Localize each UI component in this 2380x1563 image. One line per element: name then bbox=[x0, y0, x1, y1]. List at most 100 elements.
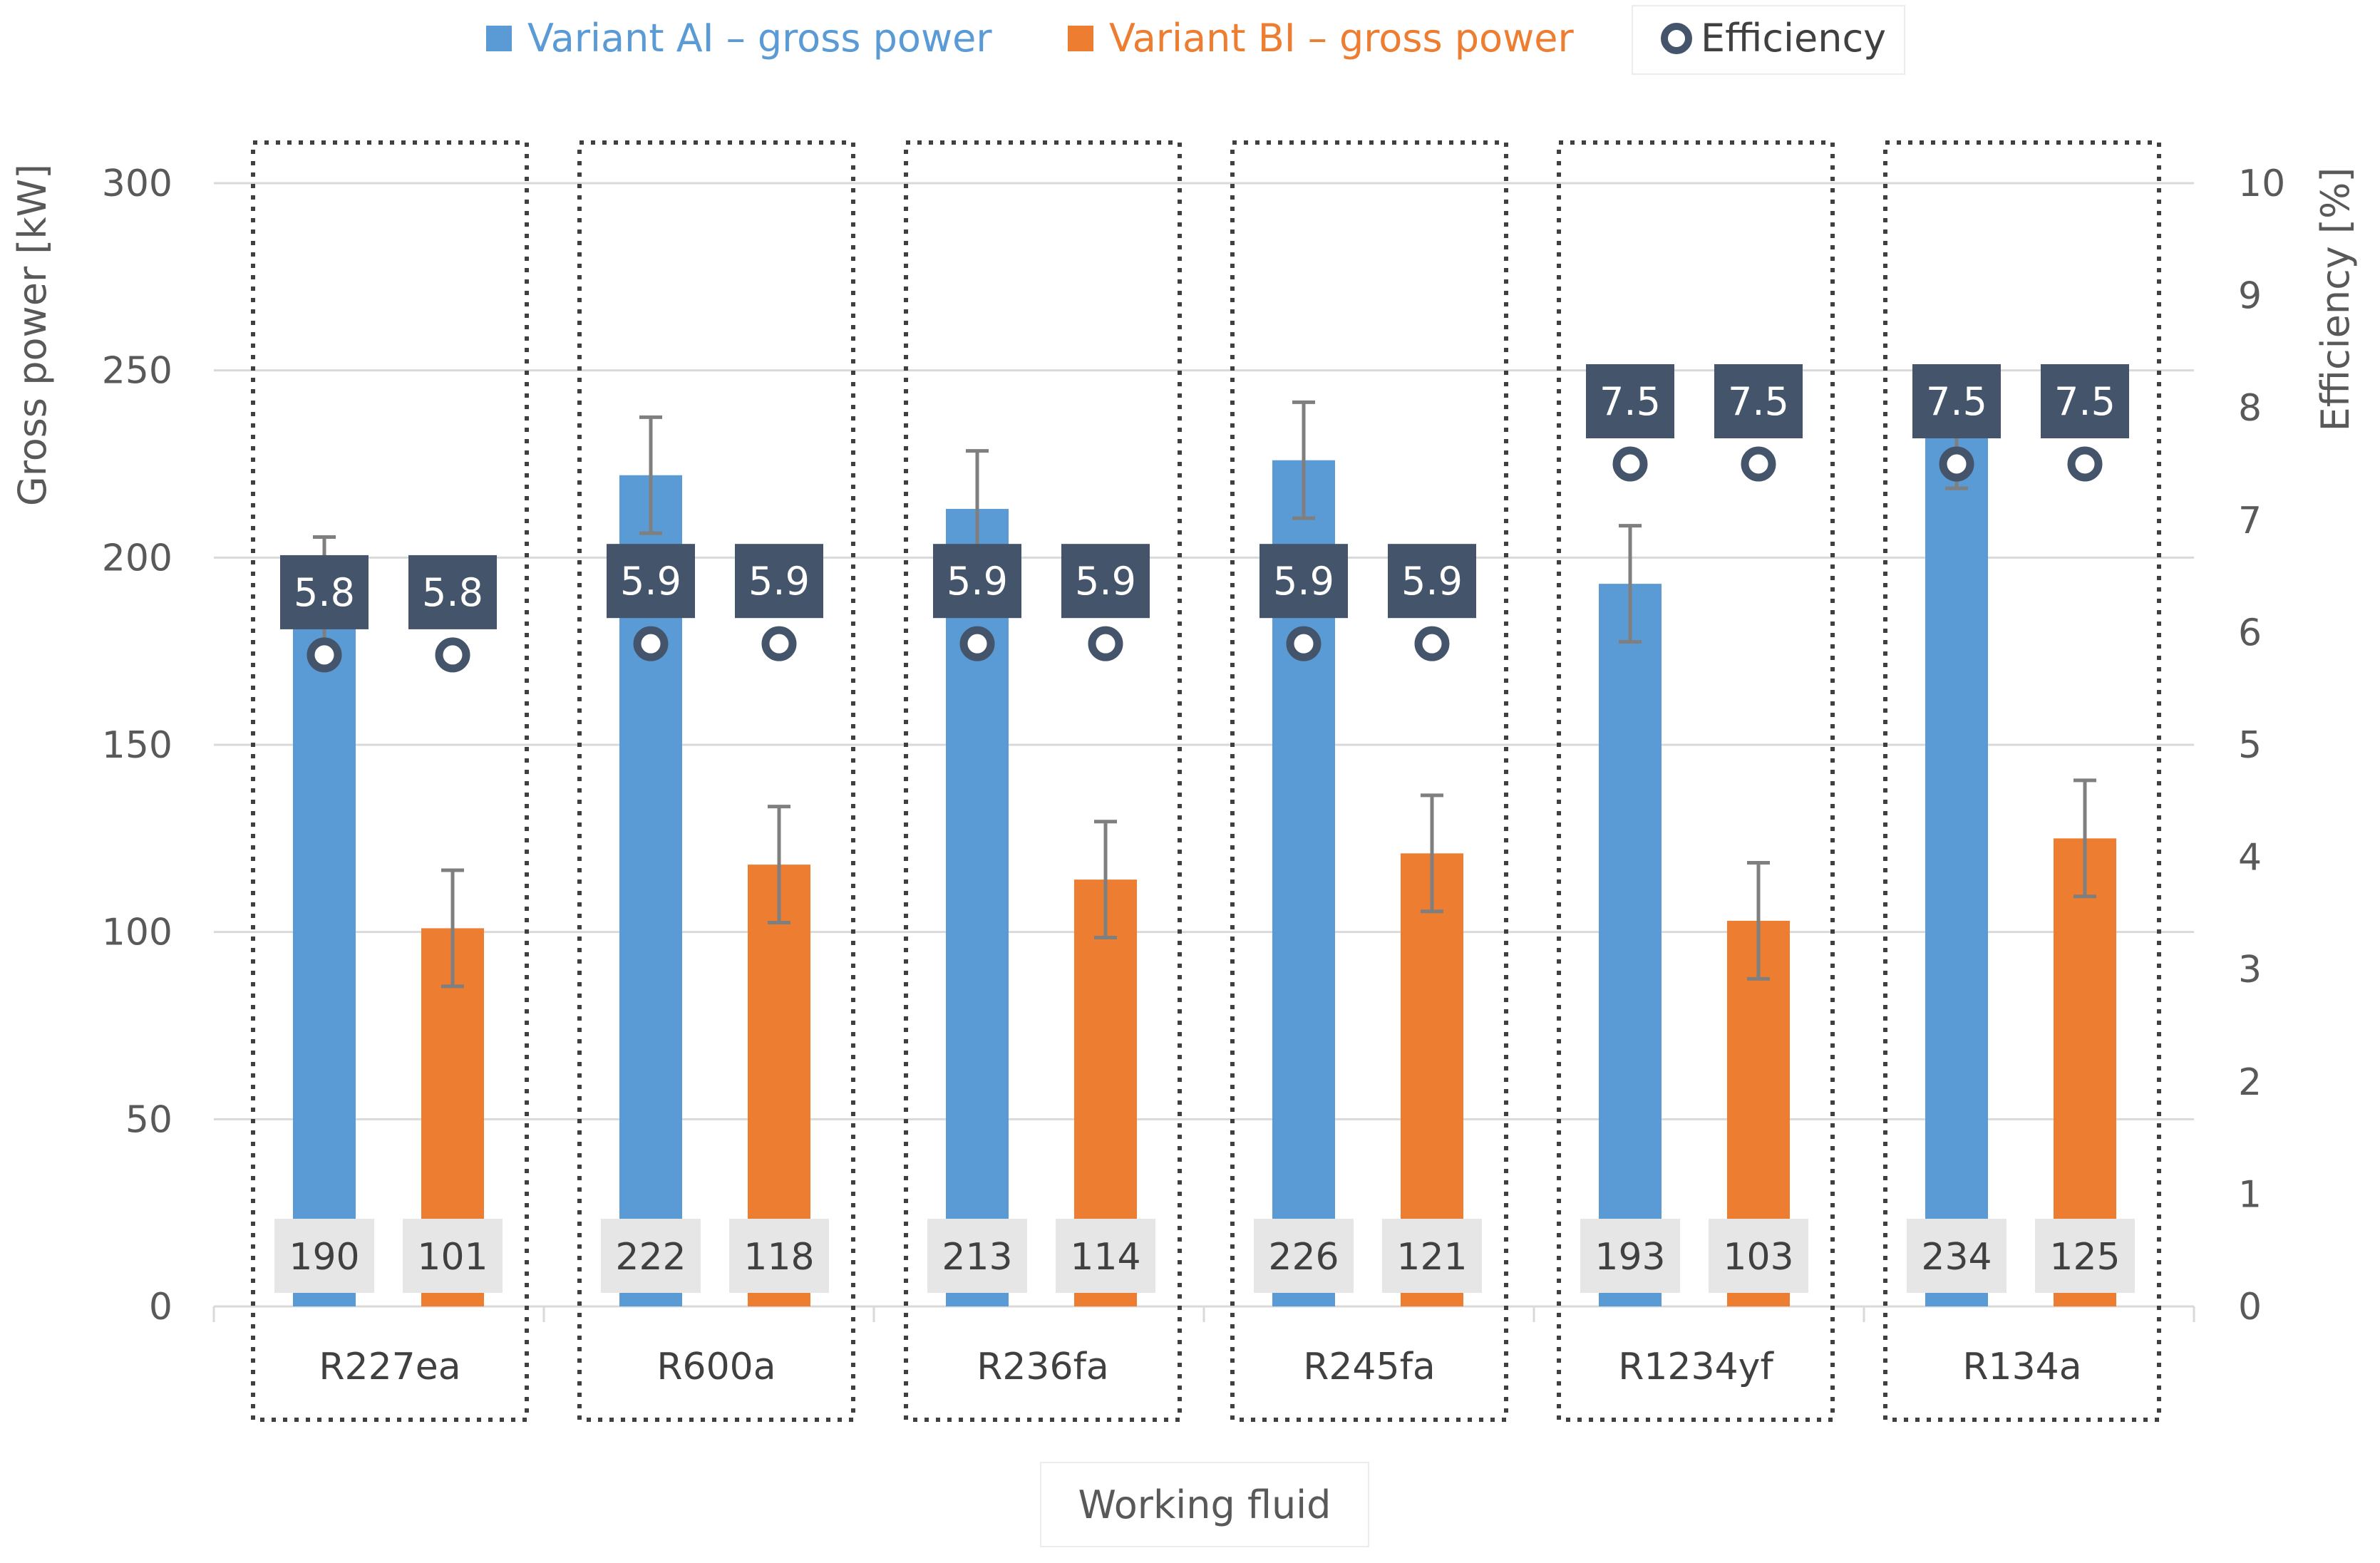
y2-tick-label: 1 bbox=[2238, 1173, 2262, 1216]
group-frame-r134a bbox=[1883, 140, 2161, 1422]
category-groups: R227ea R600a R236fa R245fa R1234yf R134a bbox=[251, 140, 2161, 1422]
error-bar-a-r1234yf bbox=[1619, 524, 1642, 644]
value-label-b-r134a: 125 bbox=[2049, 1236, 2120, 1279]
y2-tick-label: 9 bbox=[2238, 275, 2262, 318]
gridlines bbox=[212, 182, 2195, 1322]
group-frame-r245fa bbox=[1230, 140, 1508, 1422]
value-label-box-b-r236fa bbox=[1056, 1219, 1155, 1293]
y-tick-label: 250 bbox=[102, 350, 172, 393]
legend-label-variant-a: Variant AI – gross power bbox=[527, 16, 992, 61]
y2-axis-title: Efficiency [%] bbox=[2313, 167, 2358, 432]
value-label-box-a-r227ea bbox=[274, 1219, 374, 1293]
efficiency-marker-b-r600a bbox=[761, 626, 797, 661]
efficiency-label-b-r134a: 7.5 bbox=[2054, 379, 2116, 424]
category-label-r245fa: R245fa bbox=[1303, 1346, 1436, 1388]
legend-swatch-variant-a bbox=[486, 26, 512, 51]
efficiency-label-box-b-r134a bbox=[2041, 364, 2129, 438]
value-label-b-r600a: 118 bbox=[743, 1236, 814, 1279]
y2-tick-label: 10 bbox=[2238, 163, 2285, 205]
error-bar-b-r245fa bbox=[1421, 793, 1443, 914]
value-label-box-a-r1234yf bbox=[1580, 1219, 1680, 1293]
value-labels: 190 101 222 118 213 114 226 121 193 103 234 125 bbox=[274, 1219, 2135, 1293]
efficiency-marker-a-r245fa bbox=[1286, 626, 1322, 661]
y-tick-label: 150 bbox=[102, 724, 172, 767]
efficiency-marker-b-r134a bbox=[2067, 446, 2103, 482]
value-label-b-r227ea: 101 bbox=[417, 1236, 488, 1279]
y2-tick-label: 4 bbox=[2238, 837, 2262, 879]
legend-swatch-variant-b bbox=[1068, 26, 1093, 51]
value-label-b-r245fa: 121 bbox=[1396, 1236, 1467, 1279]
value-label-box-b-r1234yf bbox=[1709, 1219, 1808, 1293]
category-label-r227ea: R227ea bbox=[319, 1346, 460, 1388]
value-label-b-r1234yf: 103 bbox=[1723, 1236, 1793, 1279]
efficiency-label-box-a-r600a bbox=[607, 544, 695, 619]
efficiency-label-box-a-r1234yf bbox=[1586, 364, 1674, 438]
efficiency-label-box-b-r236fa bbox=[1061, 544, 1150, 619]
bar-a-r227ea bbox=[293, 594, 356, 1306]
value-label-box-b-r134a bbox=[2035, 1219, 2135, 1293]
legend: Variant AI – gross power Variant BI – gr… bbox=[486, 5, 1905, 75]
efficiency-marker-a-r1234yf bbox=[1612, 446, 1648, 482]
bars bbox=[293, 430, 2116, 1307]
efficiency-marker-a-r600a bbox=[633, 626, 669, 661]
y2-axis-ticks: 0 1 2 3 4 5 6 7 8 9 10 bbox=[2238, 163, 2285, 1329]
group-frame-r236fa bbox=[904, 140, 1182, 1422]
value-label-box-a-r134a bbox=[1907, 1219, 2006, 1293]
category-label-r1234yf: R1234yf bbox=[1618, 1346, 1774, 1388]
efficiency-label-a-r245fa: 5.9 bbox=[1273, 559, 1334, 604]
efficiency-label-a-r227ea: 5.8 bbox=[294, 570, 355, 615]
efficiency-label-a-r236fa: 5.9 bbox=[947, 559, 1008, 604]
value-label-box-a-r245fa bbox=[1254, 1219, 1354, 1293]
error-bar-b-r236fa bbox=[1094, 820, 1117, 940]
efficiency-marker-b-r245fa bbox=[1414, 626, 1450, 661]
efficiency-label-a-r1234yf: 7.5 bbox=[1599, 379, 1661, 424]
category-label-r600a: R600a bbox=[656, 1346, 776, 1388]
y2-tick-label: 2 bbox=[2238, 1061, 2262, 1104]
value-label-box-b-r600a bbox=[729, 1219, 829, 1293]
group-frame-r227ea bbox=[251, 140, 529, 1422]
efficiency-marker-b-r227ea bbox=[435, 637, 470, 673]
error-bar-a-r600a bbox=[639, 415, 662, 535]
legend-efficiency-box bbox=[1632, 5, 1905, 75]
efficiency-label-box-a-r236fa bbox=[933, 544, 1021, 619]
efficiency-markers: 5.8 5.8 5.9 5.9 5.9 5.9 5.9 5.9 7.5 7.5 7.5 7.5 bbox=[280, 364, 2129, 673]
error-bar-a-r245fa bbox=[1292, 400, 1315, 520]
bar-a-r1234yf bbox=[1599, 584, 1662, 1306]
y2-tick-label: 6 bbox=[2238, 612, 2262, 654]
y2-tick-label: 0 bbox=[2238, 1286, 2262, 1329]
category-label-r236fa: R236fa bbox=[977, 1346, 1109, 1388]
efficiency-label-box-a-r134a bbox=[1912, 364, 2001, 438]
group-frame-r600a bbox=[577, 140, 855, 1422]
y-tick-label: 50 bbox=[125, 1098, 172, 1141]
x-axis-title-box bbox=[1040, 1462, 1369, 1547]
efficiency-label-b-r600a: 5.9 bbox=[748, 559, 810, 604]
y-tick-label: 100 bbox=[102, 912, 172, 954]
value-label-b-r236fa: 114 bbox=[1070, 1236, 1140, 1279]
efficiency-label-a-r600a: 5.9 bbox=[620, 559, 681, 604]
x-axis-title: Working fluid bbox=[1078, 1482, 1331, 1527]
value-label-a-r134a: 234 bbox=[1921, 1236, 1992, 1279]
legend-label-efficiency: Efficiency bbox=[1701, 16, 1886, 61]
y-tick-label: 200 bbox=[102, 537, 172, 579]
value-label-a-r236fa: 213 bbox=[942, 1236, 1012, 1279]
efficiency-marker-a-r134a bbox=[1939, 446, 1974, 482]
y-tick-label: 0 bbox=[149, 1286, 172, 1329]
error-bar-b-r1234yf bbox=[1747, 860, 1770, 981]
efficiency-marker-b-r1234yf bbox=[1741, 446, 1776, 482]
value-label-box-b-r227ea bbox=[403, 1219, 503, 1293]
y-tick-label: 300 bbox=[102, 163, 172, 205]
y2-tick-label: 7 bbox=[2238, 500, 2262, 542]
value-label-a-r227ea: 190 bbox=[289, 1236, 359, 1279]
legend-label-variant-b: Variant BI – gross power bbox=[1109, 16, 1574, 61]
efficiency-label-box-a-r227ea bbox=[280, 554, 369, 629]
value-label-box-a-r600a bbox=[601, 1219, 701, 1293]
efficiency-label-box-a-r245fa bbox=[1259, 544, 1348, 619]
legend-efficiency-marker bbox=[1661, 23, 1692, 54]
bar-a-r134a bbox=[1925, 430, 1988, 1306]
value-label-box-a-r236fa bbox=[927, 1219, 1027, 1293]
efficiency-label-a-r134a: 7.5 bbox=[1926, 379, 1987, 424]
category-label-r134a: R134a bbox=[1962, 1346, 2081, 1388]
y2-tick-label: 3 bbox=[2238, 949, 2262, 991]
efficiency-label-box-b-r227ea bbox=[408, 554, 497, 629]
